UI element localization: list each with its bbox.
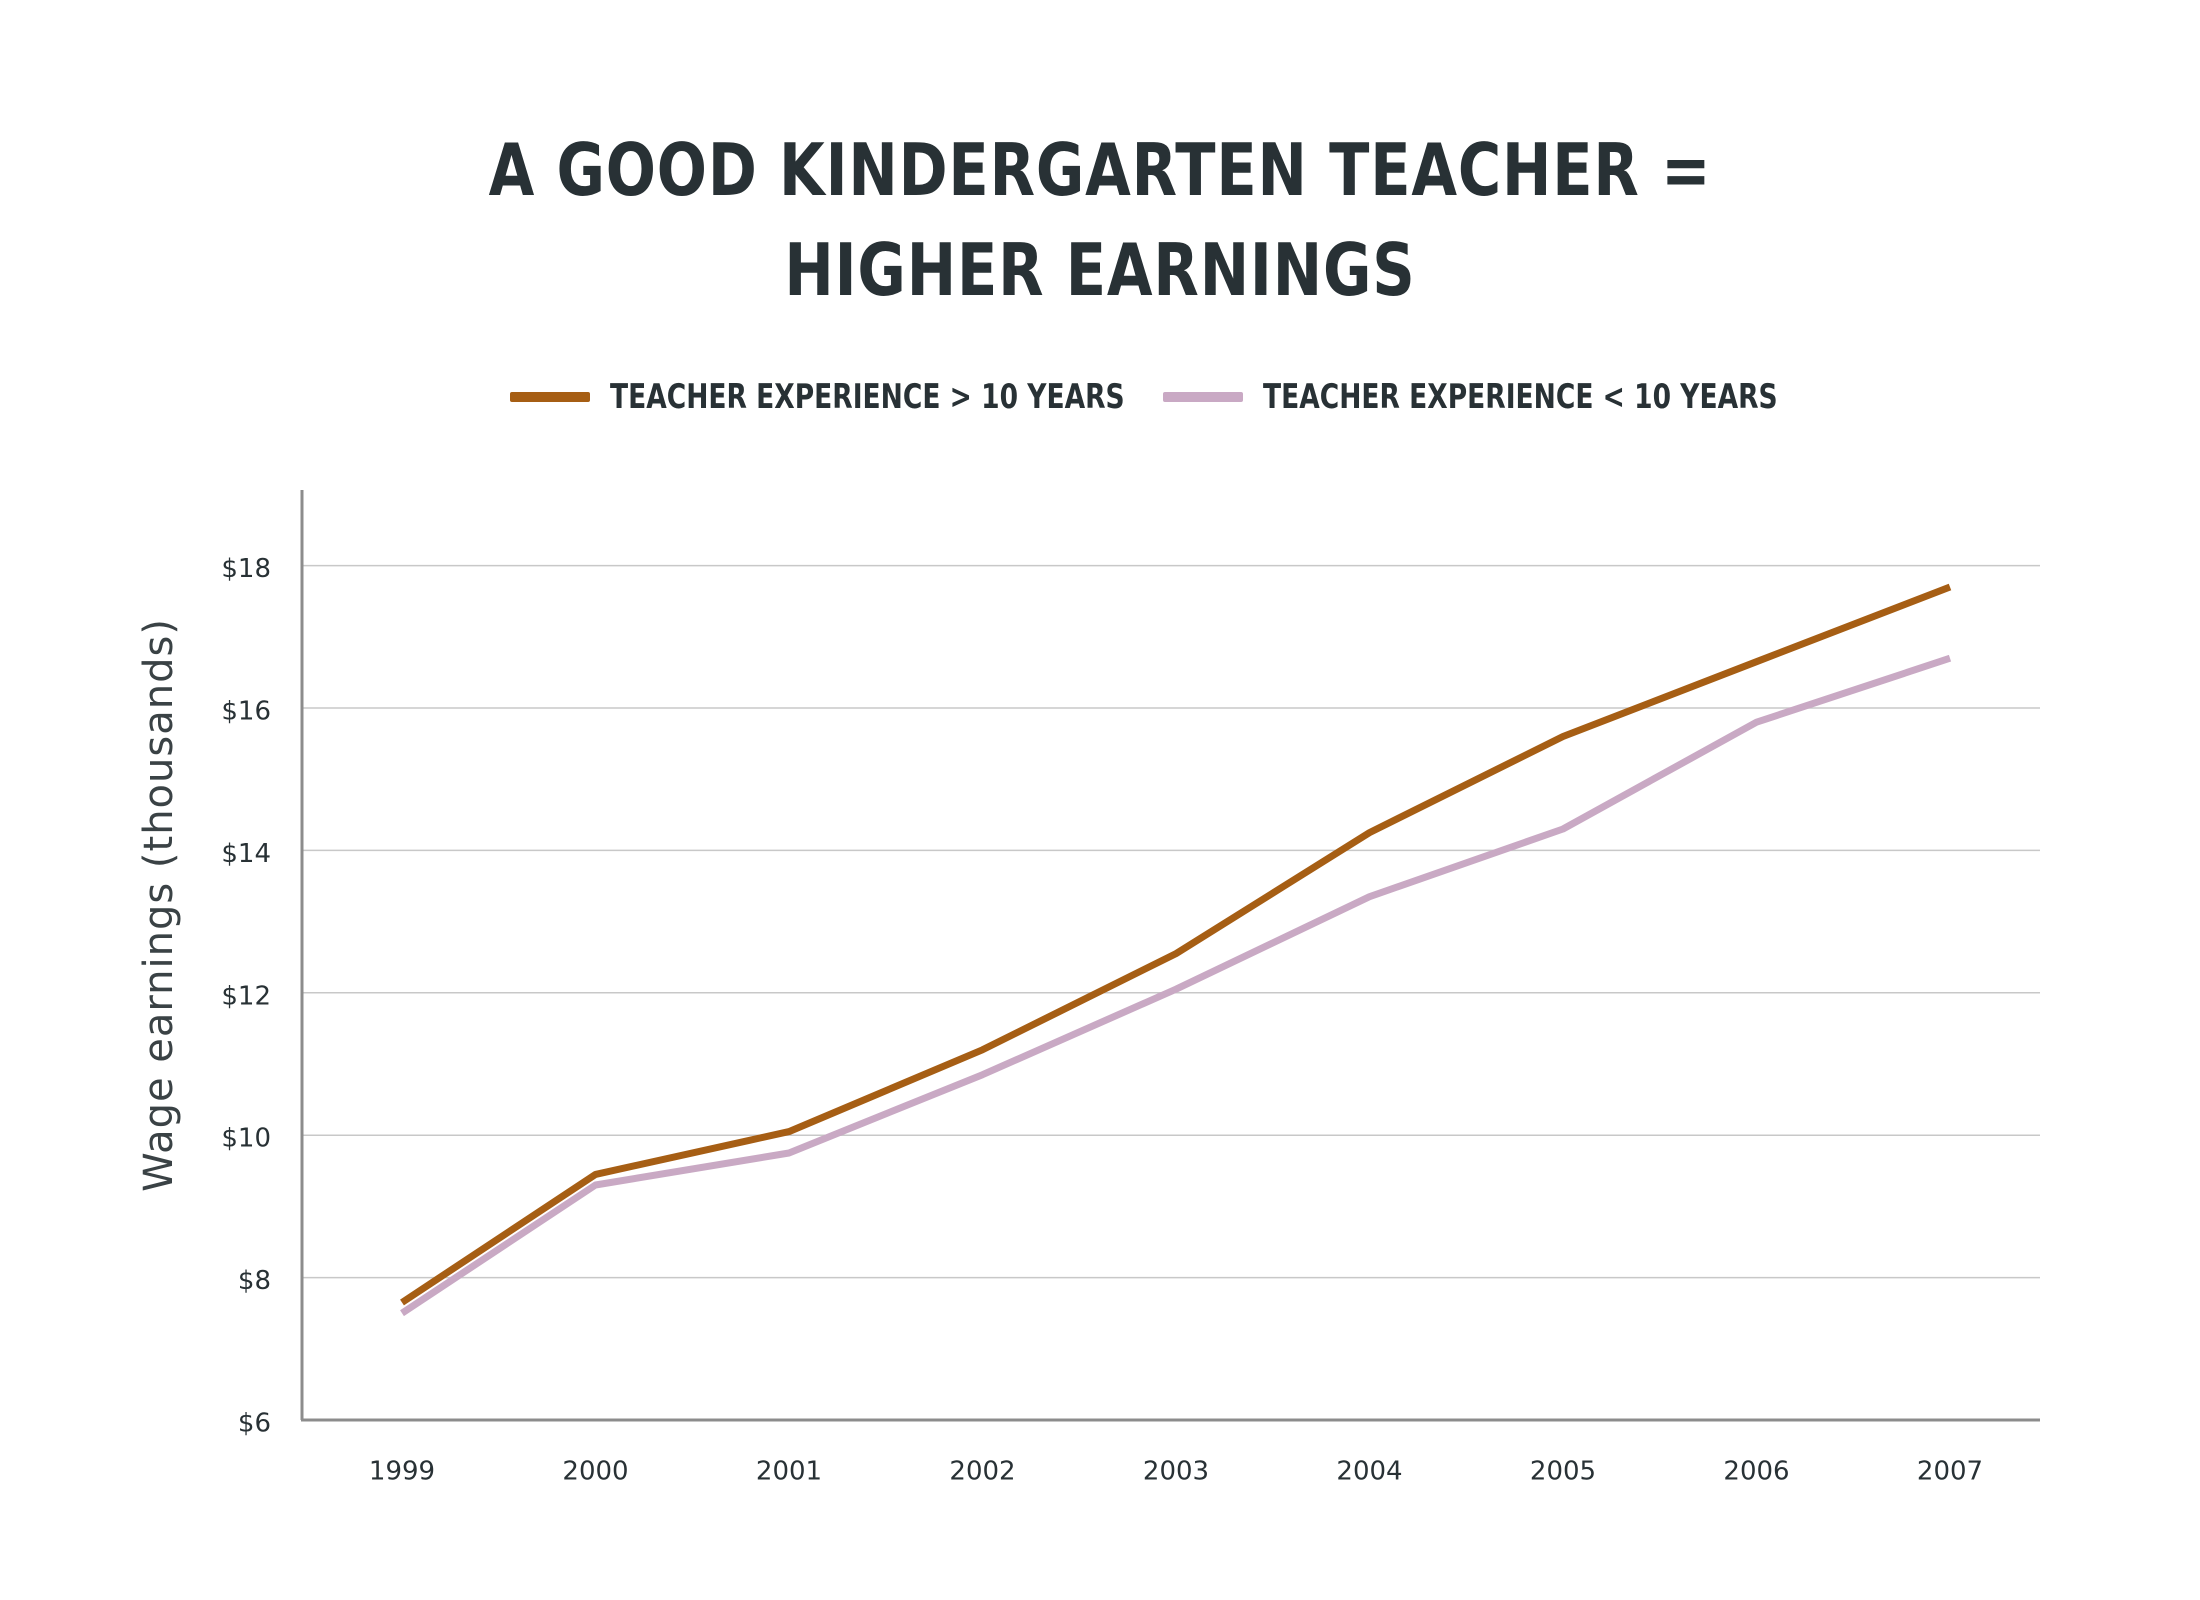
y-tick-labels: $6 $8 $10 $12 $14 $16 $18 <box>221 554 271 1438</box>
x-tick-label: 2005 <box>1530 1457 1596 1487</box>
legend-swatch-series-2 <box>1163 392 1243 402</box>
chart-title: A GOOD KINDERGARTEN TEACHER = HIGHER EAR… <box>198 120 2002 320</box>
x-tick-label: 2003 <box>1143 1457 1209 1487</box>
y-tick-label: $18 <box>221 554 271 584</box>
legend-swatch-series-1 <box>510 392 590 402</box>
y-tick-label: $6 <box>238 1409 271 1439</box>
legend-item-series-2: TEACHER EXPERIENCE < 10 YEARS <box>1163 372 1923 422</box>
y-tick-label: $8 <box>238 1266 271 1296</box>
x-tick-label: 2001 <box>756 1457 822 1487</box>
legend-label-series-2: TEACHER EXPERIENCE < 10 YEARS <box>1263 377 1778 417</box>
chart-title-line-1: A GOOD KINDERGARTEN TEACHER = <box>488 128 1712 212</box>
legend-label-series-1: TEACHER EXPERIENCE > 10 YEARS <box>610 377 1125 417</box>
x-tick-label: 2000 <box>562 1457 628 1487</box>
x-tick-labels: 1999 2000 2001 2002 2003 2004 2005 2006 2007 <box>369 1457 1983 1487</box>
y-axis-label: Wage earnings (thousands) <box>136 618 182 1192</box>
x-tick-label: 2007 <box>1917 1457 1983 1487</box>
y-tick-label: $10 <box>221 1124 271 1154</box>
x-tick-label: 2004 <box>1336 1457 1402 1487</box>
gridlines <box>302 564 2040 1279</box>
axes <box>300 490 2040 1422</box>
chart-title-line-2: HIGHER EARNINGS <box>784 228 1416 312</box>
legend-item-series-1: TEACHER EXPERIENCE > 10 YEARS <box>510 372 1270 422</box>
series-line-2 <box>400 654 1952 1317</box>
chart-legend: TEACHER EXPERIENCE > 10 YEARS TEACHER EX… <box>0 372 2200 422</box>
y-tick-label: $12 <box>221 981 271 1011</box>
x-tick-label: 2002 <box>949 1457 1015 1487</box>
y-tick-label: $14 <box>221 839 271 869</box>
x-tick-label: 2006 <box>1723 1457 1789 1487</box>
series-lines <box>400 583 1952 1317</box>
y-tick-label: $16 <box>221 697 271 727</box>
series-line-1 <box>400 583 1952 1306</box>
x-tick-label: 1999 <box>369 1457 435 1487</box>
